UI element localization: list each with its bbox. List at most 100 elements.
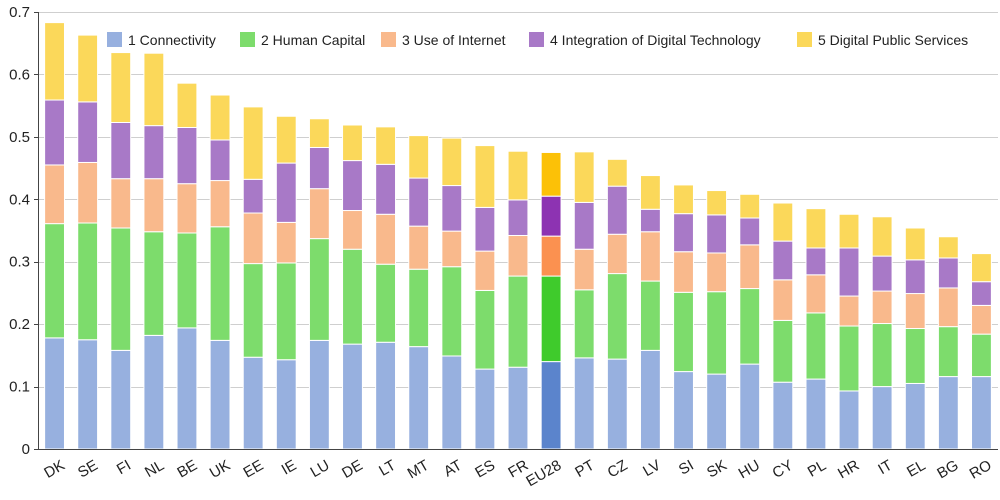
bar-segment-ee-series-3	[242, 212, 264, 265]
y-tick-label: 0.6	[9, 66, 30, 83]
bar-segment-eu28-series-4	[540, 195, 562, 237]
bar-segment-dk-series-3	[44, 164, 65, 225]
bar-segment-lu-series-2	[308, 238, 330, 341]
bar-segment-uk-series-4	[209, 139, 231, 182]
bar-segment-si-series-4	[673, 213, 694, 253]
x-tick-label: LV	[640, 457, 663, 480]
bar-segment-hr-series-2	[838, 325, 860, 392]
bar-segment-pt-series-4	[573, 201, 595, 250]
bar-segment-si-series-1	[673, 371, 694, 450]
bar-segment-be-series-2	[176, 232, 198, 329]
bar-segment-mt-series-5	[408, 135, 430, 179]
bar-segment-fi-series-4	[110, 122, 132, 180]
bar-segment-fr-series-1	[507, 366, 529, 450]
bar-segment-se-series-5	[77, 34, 99, 103]
bar-segment-lu-series-1	[308, 339, 330, 450]
legend-label-series-5: 5 Digital Public Services	[818, 32, 968, 48]
bar-segment-de-series-1	[342, 343, 363, 450]
bar-segment-dk-series-1	[44, 337, 65, 450]
bar-segment-pl-series-4	[805, 247, 827, 276]
legend-label-series-1: 1 Connectivity	[128, 32, 216, 48]
bar-segment-bg-series-2	[937, 326, 959, 378]
bar-segment-fr-series-5	[507, 150, 529, 201]
legend-label-series-4: 4 Integration of Digital Technology	[550, 32, 761, 48]
bar-segment-mt-series-1	[408, 346, 430, 450]
legend-label-series-3: 3 Use of Internet	[402, 32, 506, 48]
bar-segment-mt-series-3	[408, 225, 430, 270]
bar-segment-nl-series-2	[143, 231, 165, 336]
bar-segment-pt-series-5	[573, 151, 595, 203]
bar-segment-de-series-2	[342, 248, 363, 345]
bar-segment-si-series-3	[673, 251, 694, 293]
bar-segment-lv-series-3	[639, 231, 661, 282]
bar-segment-fr-series-2	[507, 275, 529, 368]
bar-segment-lv-series-4	[639, 208, 661, 233]
bar-segment-uk-series-2	[209, 226, 231, 341]
bar-segment-ro-series-2	[971, 333, 992, 378]
bar-segment-fi-series-1	[110, 349, 132, 450]
bar-segment-sk-series-3	[706, 252, 728, 293]
bar-segment-pt-series-2	[573, 289, 595, 359]
bar-segment-bg-series-3	[937, 287, 959, 328]
bar-segment-pt-series-1	[573, 357, 595, 450]
bar-segment-el-series-4	[904, 259, 926, 295]
bar-segment-lt-series-2	[375, 263, 397, 343]
bar-segment-it-series-3	[871, 290, 893, 325]
y-tick-label: 0	[22, 441, 30, 458]
bar-segment-hr-series-3	[838, 295, 860, 327]
y-tick-label: 0.4	[9, 191, 30, 208]
bar-segment-hu-series-3	[739, 244, 761, 290]
bar-segment-cz-series-3	[606, 233, 628, 275]
bar-segment-se-series-2	[77, 222, 99, 341]
bar-segment-de-series-4	[342, 160, 363, 212]
bar-segment-mt-series-2	[408, 268, 430, 348]
bar-segment-si-series-5	[673, 184, 694, 215]
legend-swatch-series-3	[381, 32, 396, 47]
bar-segment-cy-series-3	[772, 279, 794, 321]
bar-segment-lu-series-5	[308, 118, 330, 148]
bar-segment-cz-series-5	[606, 158, 628, 187]
bar-segment-el-series-3	[904, 293, 926, 330]
bar-segment-el-series-5	[904, 227, 926, 261]
bar-segment-ie-series-3	[275, 221, 297, 264]
bar-segment-uk-series-5	[209, 94, 231, 141]
y-tick-labels: 0 0.1 0.2 0.3 0.4 0.5 0.6 0.7	[9, 4, 38, 458]
bar-segment-at-series-4	[441, 185, 463, 232]
bar-segment-se-series-1	[77, 339, 99, 450]
bar-segment-sk-series-5	[706, 190, 728, 216]
y-tick-label: 0.5	[9, 129, 30, 146]
bar-segment-lt-series-4	[375, 163, 397, 215]
bar-segment-cy-series-4	[772, 240, 794, 281]
bar-segment-ie-series-2	[275, 262, 297, 361]
bar-segment-at-series-3	[441, 230, 463, 268]
bar-segment-cz-series-2	[606, 273, 628, 360]
bar-segment-bg-series-1	[937, 376, 959, 450]
bar-segment-dk-series-2	[44, 223, 65, 339]
bar-segment-nl-series-4	[143, 125, 165, 180]
bar-segment-ie-series-1	[275, 359, 297, 450]
bar-segment-es-series-5	[474, 145, 496, 208]
bar-segment-it-series-2	[871, 323, 893, 388]
bar-segment-be-series-4	[176, 126, 198, 185]
bar-segment-si-series-2	[673, 291, 694, 373]
bar-segment-nl-series-3	[143, 178, 165, 233]
bar-segment-sk-series-2	[706, 291, 728, 375]
bar-segment-hu-series-2	[739, 288, 761, 365]
bar-segment-hu-series-4	[739, 217, 761, 246]
bar-segment-el-series-2	[904, 328, 926, 384]
bar-segment-ee-series-2	[242, 263, 264, 358]
y-tick-label: 0.1	[9, 379, 30, 396]
bar-segment-ie-series-5	[275, 115, 297, 164]
bar-segment-ro-series-4	[971, 281, 992, 306]
x-tick-label: EL	[904, 457, 928, 481]
bar-segment-cz-series-1	[606, 358, 628, 450]
bar-segment-lv-series-5	[639, 175, 661, 210]
bar-segment-pl-series-5	[805, 208, 827, 249]
bar-segment-cz-series-4	[606, 185, 628, 235]
bar-segment-pt-series-3	[573, 248, 595, 291]
bar-segment-lv-series-1	[639, 349, 661, 450]
bar-segment-es-series-1	[474, 368, 496, 450]
bar-segment-be-series-5	[176, 82, 198, 128]
